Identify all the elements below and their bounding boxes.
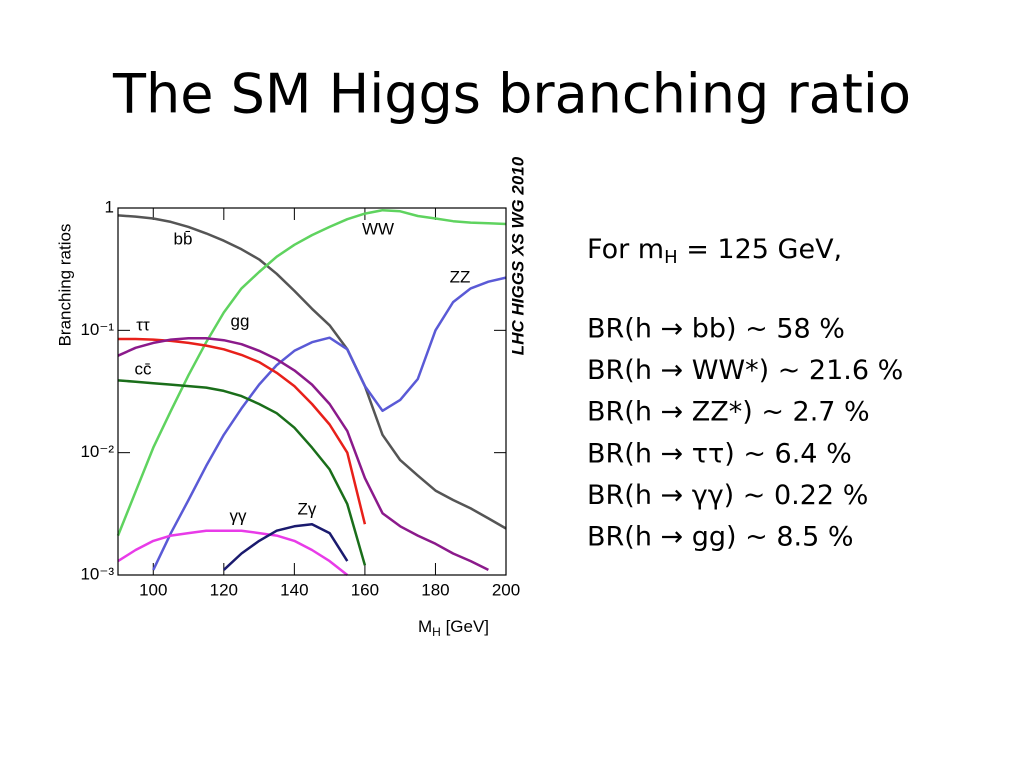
x-tick-label: 180 (421, 580, 449, 599)
series-line (222, 522, 349, 571)
y-tick-label: 10⁻¹ (80, 320, 114, 339)
x-axis-label-part: M (418, 617, 432, 636)
series-label: ZZ (450, 267, 471, 286)
ratio-list: BR(h → bb) ~ 58 % BR(h → WW*) ~ 21.6 % BR(… (587, 314, 903, 553)
y-tick-label: 10⁻² (80, 442, 114, 461)
y-axis-label: Branching ratios (55, 224, 74, 347)
series-label: cc̄ (135, 359, 153, 378)
series-line (152, 276, 507, 571)
ratio-line: BR(h → WW*) ~ 21.6 % (587, 355, 903, 386)
x-tick-label: 140 (280, 580, 308, 599)
ratio-line: BR(h → ττ) ~ 6.4 % (587, 438, 852, 469)
series-label: gg (231, 311, 250, 330)
chart: 10⁻³ 10⁻² 10⁻¹ 1 100 120 140 160 180 200 bb̄ WW ZZ ττ… (55, 156, 527, 639)
series-label: Zγ (298, 499, 317, 518)
series-label: γγ (230, 506, 248, 525)
slide-title: The SM Higgs branching ratio (112, 63, 911, 126)
intro-text: = 125 GeV, (678, 234, 843, 265)
ratio-line: BR(h → gg) ~ 8.5 % (587, 522, 854, 553)
series-line (116, 208, 507, 537)
series-line (117, 379, 367, 566)
series-line (117, 337, 489, 572)
ratio-line: BR(h → bb) ~ 58 % (587, 314, 845, 345)
x-axis-label-part: H (432, 625, 441, 639)
x-tick-label: 200 (492, 580, 520, 599)
annotation: LHC HIGGS XS WG 2010 (508, 156, 527, 355)
x-tick-label: 120 (210, 580, 238, 599)
series-line (118, 337, 367, 525)
y-tick-label: 1 (105, 197, 114, 216)
x-tick-label: 100 (139, 580, 167, 599)
ratio-line: BR(h → ZZ*) ~ 2.7 % (587, 397, 870, 428)
ratio-line: BR(h → γγ) ~ 0.22 % (587, 480, 868, 511)
series-label: WW (362, 219, 394, 238)
series-label: ττ (136, 315, 150, 334)
intro-subscript: H (664, 247, 678, 268)
intro-text: For m (587, 234, 664, 265)
series-line (117, 529, 349, 576)
x-axis-label-part: [GeV] (441, 617, 489, 636)
y-tick-label: 10⁻³ (80, 564, 114, 583)
plot-frame (117, 207, 507, 576)
x-axis-label: MH [GeV] (418, 617, 489, 639)
series-line (117, 214, 507, 530)
intro-line: For mH = 125 GeV, (587, 234, 842, 269)
series-label: bb̄ (174, 229, 193, 248)
x-tick-label: 160 (351, 580, 379, 599)
